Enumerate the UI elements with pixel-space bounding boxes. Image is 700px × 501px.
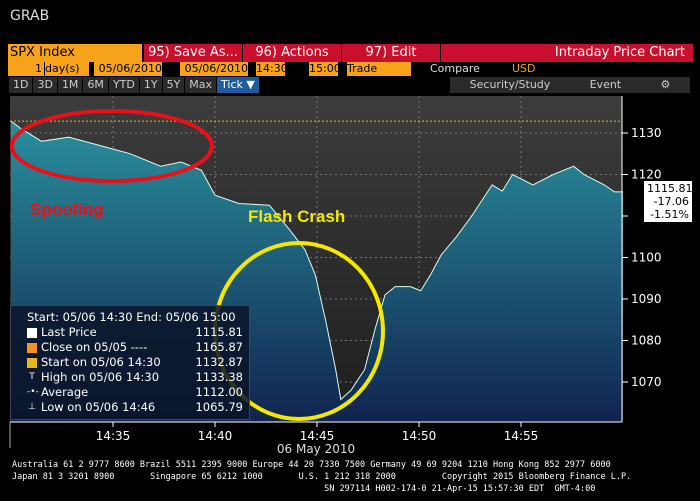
- period-bar: 1D 3D 1M 6M YTD 1Y 5Y Max Tick ▼: [9, 77, 260, 93]
- legend-label: Last Price: [41, 325, 97, 339]
- period-3d[interactable]: 3D: [33, 77, 57, 93]
- period-1d[interactable]: 1D: [9, 77, 33, 93]
- legend-row: ⊥ Low on 05/06 14:46 1065.79: [27, 400, 243, 415]
- start-date-field[interactable]: 05/06/2010: [94, 62, 162, 76]
- legend-value: 1112.00: [195, 385, 243, 399]
- ticker-field[interactable]: SPX Index: [8, 44, 142, 62]
- x-tick-label: 14:45: [300, 429, 335, 443]
- y-tick-label: 1080: [631, 334, 662, 348]
- legend-row: Last Price 1115.81: [27, 325, 243, 340]
- legend-label: Average: [41, 385, 89, 399]
- event-button[interactable]: Event: [589, 78, 622, 91]
- start-time-field[interactable]: 14:30: [256, 62, 288, 76]
- count-field[interactable]: 1: [8, 62, 44, 76]
- footer-line-1: Australia 61 2 9777 8600 Brazil 5511 239…: [12, 460, 611, 470]
- legend: Start: 05/06 14:30 End: 05/06 15:00 Last…: [10, 305, 250, 420]
- legend-value: 1115.81: [195, 325, 243, 339]
- legend-header: Start: 05/06 14:30 End: 05/06 15:00: [27, 310, 236, 324]
- y-tick-label: 1130: [631, 126, 662, 140]
- price-change: -17.06: [653, 195, 689, 208]
- security-study-button[interactable]: Security/Study: [469, 78, 551, 91]
- legend-value: 1065.79: [195, 400, 243, 414]
- legend-row: Start on 05/06 14:30 1132.87: [27, 355, 243, 370]
- period-ytd[interactable]: YTD: [108, 77, 139, 93]
- unit-label: day(s): [45, 62, 89, 76]
- y-tick-label: 1070: [631, 375, 662, 389]
- period-6m[interactable]: 6M: [83, 77, 108, 93]
- footer-line-2: Japan 81 3 3201 8900 Singapore 65 6212 1…: [12, 472, 632, 482]
- end-date-field[interactable]: 05/06/2010: [180, 62, 248, 76]
- currency-label: USD: [512, 62, 536, 75]
- legend-row: -•- Average 1112.00: [27, 385, 243, 400]
- legend-value: 1132.87: [195, 355, 243, 369]
- swatch-icon: [27, 357, 37, 368]
- x-tick-label: 14:35: [96, 429, 131, 443]
- mode-dropdown[interactable]: Trade: [347, 62, 411, 76]
- legend-value: 1165.87: [195, 340, 243, 354]
- footer-line-3: SN 297114 H002-174-0 21-Apr-15 15:57:30 …: [12, 484, 596, 494]
- legend-row: Close on 05/05 ---- 1165.87: [27, 340, 243, 355]
- period-tick[interactable]: Tick ▼: [217, 77, 259, 93]
- last-price-box: 1115.81 -17.06 -1.51%: [644, 181, 693, 222]
- price-line: [10, 120, 623, 401]
- edit-button[interactable]: 97) Edit: [342, 44, 440, 62]
- flash-crash-label: Flash Crash: [248, 207, 345, 226]
- period-1m[interactable]: 1M: [57, 77, 83, 93]
- legend-label: High on 05/06 14:30: [41, 370, 160, 384]
- legend-label: Close on 05/05 ----: [41, 340, 148, 354]
- period-5y[interactable]: 5Y: [162, 77, 185, 93]
- footer: Australia 61 2 9777 8600 Brazil 5511 239…: [12, 459, 631, 495]
- legend-value: 1133.38: [195, 370, 243, 384]
- x-tick-label: 14:50: [402, 429, 437, 443]
- settings-gear-icon[interactable]: ⚙: [660, 78, 671, 91]
- marker-icon: -•-: [27, 387, 39, 397]
- save-as-button[interactable]: 95) Save As...: [144, 44, 242, 62]
- y-tick-label: 1120: [631, 168, 662, 182]
- period-1y[interactable]: 1Y: [139, 77, 162, 93]
- legend-row: T High on 05/06 14:30 1133.38: [27, 370, 243, 385]
- spoofing-ellipse: [10, 109, 214, 183]
- marker-icon: T: [29, 372, 35, 382]
- legend-label: Start on 05/06 14:30: [41, 355, 161, 369]
- spoofing-label: Spoofing: [30, 200, 104, 219]
- x-axis-label: 06 May 2010: [277, 442, 355, 456]
- compare-button[interactable]: Compare: [430, 62, 480, 75]
- last-price: 1115.81: [647, 182, 693, 195]
- y-tick-label: 1090: [631, 292, 662, 306]
- chart-title: Intraday Price Chart: [441, 44, 693, 62]
- y-tick-label: 1100: [631, 251, 662, 265]
- actions-button[interactable]: 96) Actions: [243, 44, 341, 62]
- price-change-pct: -1.51%: [650, 208, 689, 221]
- x-tick-label: 14:55: [504, 429, 539, 443]
- end-time-field[interactable]: 15:00: [309, 62, 341, 76]
- window-title: GRAB: [10, 8, 50, 24]
- x-tick-label: 14:40: [198, 429, 233, 443]
- period-max[interactable]: Max: [185, 77, 217, 93]
- swatch-icon: [27, 342, 37, 353]
- swatch-icon: [27, 327, 37, 338]
- legend-label: Low on 05/06 14:46: [41, 400, 156, 414]
- marker-icon: ⊥: [28, 402, 36, 412]
